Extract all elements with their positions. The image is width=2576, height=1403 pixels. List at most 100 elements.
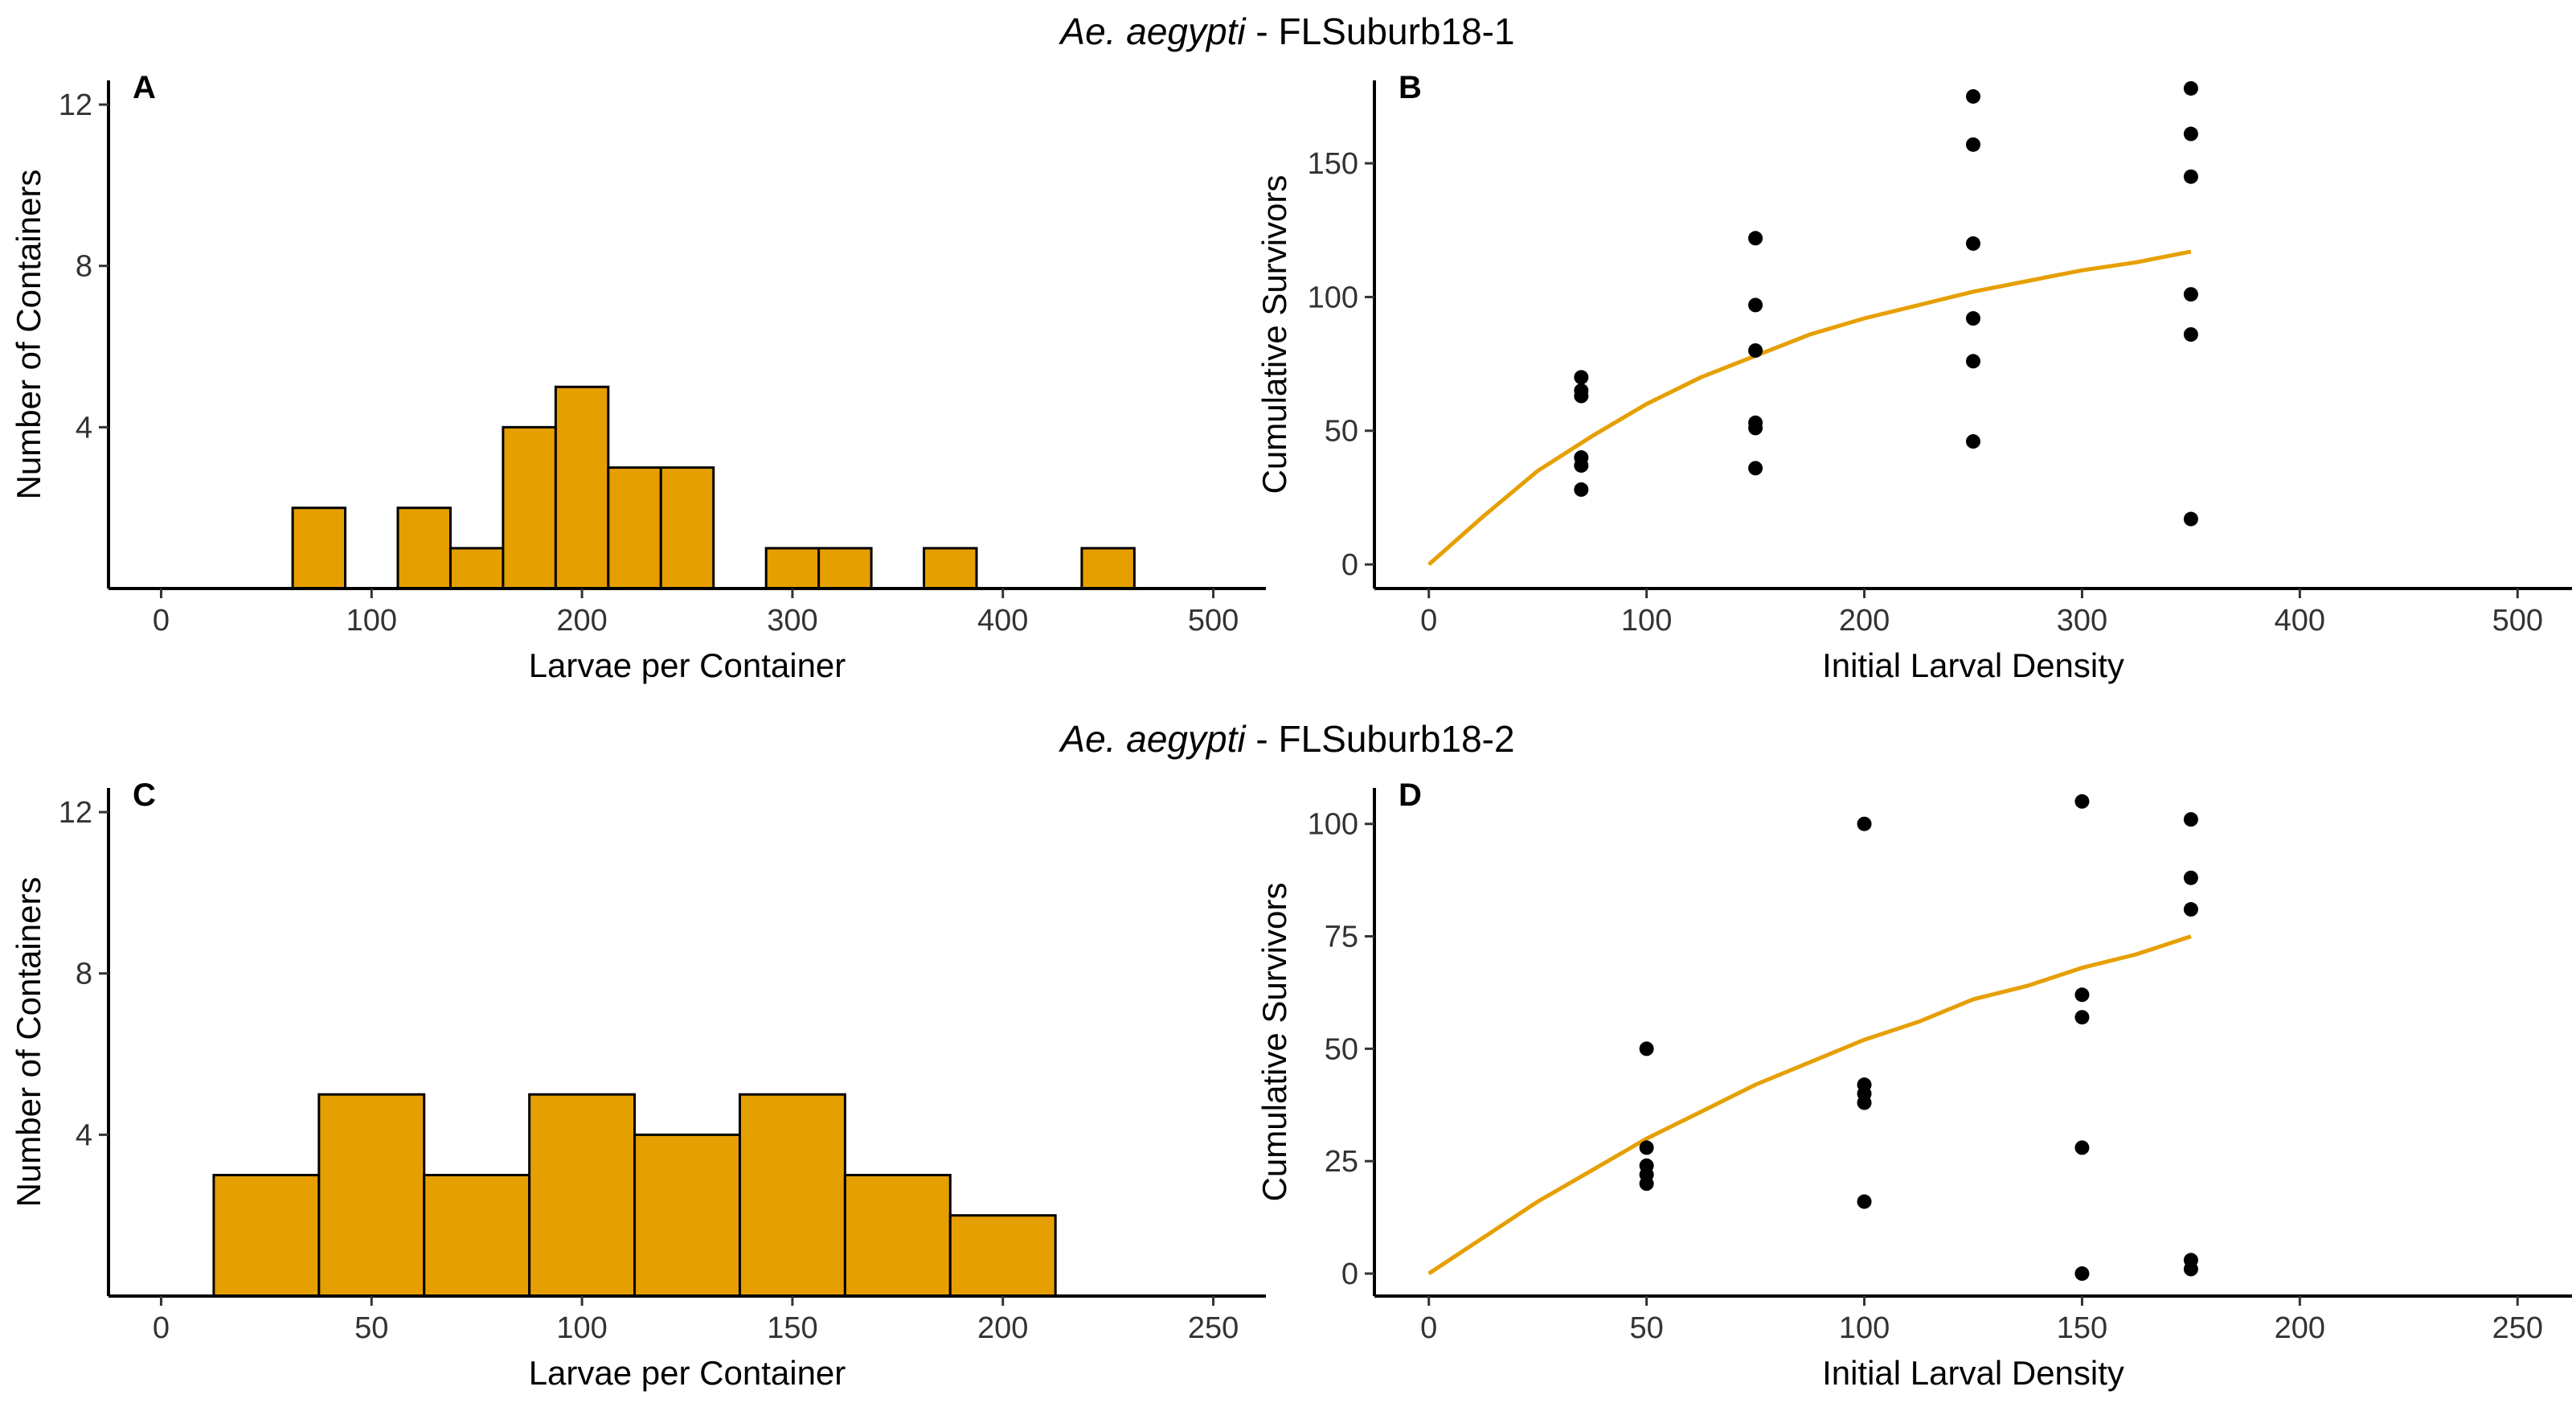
bar-a-1 [396,507,452,590]
point-b-13 [1966,137,1980,152]
point-b-8 [1748,343,1763,358]
point-d-16 [2183,870,2198,885]
x-tick-label-a-200: 200 [556,604,607,638]
bar-c-6 [843,1174,952,1298]
y-tick-label-a-8: 8 [76,250,92,284]
point-d-1 [1639,1140,1654,1155]
point-d-4 [1639,1176,1654,1192]
y-axis-title-b: Cumulative Survivors [1255,175,1293,494]
x-tick-label-d-200: 200 [2275,1311,2325,1345]
point-b-18 [2183,80,2198,96]
bar-c-7 [948,1214,1057,1298]
y-tick-label-c-4: 4 [76,1118,92,1152]
x-tick-label-b-500: 500 [2492,604,2543,638]
bar-a-0 [291,507,347,590]
y-tick-label-d-25: 25 [1325,1145,1358,1179]
point-b-17 [1966,434,1980,449]
x-tick-label-d-250: 250 [2492,1311,2543,1345]
x-tick-label-b-100: 100 [1621,604,1672,638]
bar-a-10 [1080,547,1136,590]
bar-a-2 [448,547,505,590]
bar-c-5 [738,1093,846,1298]
x-tick-label-c-50: 50 [354,1311,388,1345]
bar-a-6 [659,466,715,590]
x-tick-label-b-200: 200 [1839,604,1890,638]
x-tick-label-a-100: 100 [346,604,397,638]
point-d-8 [1857,1095,1872,1110]
bar-a-7 [764,547,821,590]
panel-label-a: A [133,70,156,105]
x-tick-label-d-0: 0 [1420,1311,1437,1345]
row-title-2: Ae. aegypti - FLSuburb18-2 [1058,718,1514,760]
bar-c-0 [212,1174,321,1298]
y-tick-label-c-12: 12 [59,796,92,830]
y-axis-title-c: Number of Containers [10,877,47,1208]
x-axis-title-b: Initial Larval Density [1822,646,2124,684]
panel-label-d: D [1399,777,1422,813]
x-tick-label-b-300: 300 [2057,604,2107,638]
row-title-1: Ae. aegypti - FLSuburb18-1 [1058,10,1514,52]
point-b-12 [1966,88,1980,104]
point-b-22 [2183,327,2198,342]
x-axis-title-c: Larvae per Container [529,1354,846,1392]
x-tick-label-d-50: 50 [1629,1311,1663,1345]
bar-c-1 [317,1093,426,1298]
bar-c-3 [528,1093,637,1298]
point-d-17 [2183,902,2198,917]
point-b-16 [1966,354,1980,369]
point-d-12 [2074,1010,2090,1025]
panel-b-scatter: 0 100 200 300 400 500 0 50 100 150 Initial Larval … [1255,70,2572,684]
y-axis-title-d: Cumulative Survivors [1255,883,1293,1202]
point-d-11 [2074,987,2090,1003]
y-tick-label-d-50: 50 [1325,1032,1358,1066]
y-tick-label-a-12: 12 [59,88,92,122]
point-b-0 [1574,370,1589,385]
y-tick-label-d-0: 0 [1341,1257,1358,1291]
y-tick-label-b-0: 0 [1341,548,1358,582]
point-b-20 [2183,169,2198,184]
point-b-14 [1966,236,1980,251]
point-d-0 [1639,1041,1654,1056]
y-tick-label-a-4: 4 [76,411,92,445]
point-b-23 [2183,511,2198,527]
bar-a-5 [607,466,662,590]
x-tick-label-c-250: 250 [1188,1311,1239,1345]
fit-line-d [1427,934,2192,1276]
point-b-11 [1748,461,1763,476]
x-tick-label-c-150: 150 [767,1311,817,1345]
x-axis-title-d: Initial Larval Density [1822,1354,2124,1392]
point-b-21 [2183,287,2198,302]
y-tick-label-b-100: 100 [1308,281,1358,314]
x-axis-title-a: Larvae per Container [529,646,846,684]
x-tick-label-a-300: 300 [767,604,817,638]
point-d-13 [2074,1140,2090,1155]
panel-c-histogram: 0 50 100 150 200 250 4 8 12 Larvae per Container N… [10,777,1266,1392]
y-tick-label-d-100: 100 [1308,808,1358,842]
x-tick-label-d-100: 100 [1839,1311,1890,1345]
point-d-9 [1857,1194,1872,1209]
point-d-10 [2074,794,2090,809]
y-tick-label-d-75: 75 [1325,921,1358,954]
fit-line-b [1427,249,2192,566]
bar-a-3 [502,425,557,590]
panel-label-c: C [133,777,156,813]
point-d-19 [2183,1261,2198,1277]
point-b-2 [1574,388,1589,404]
point-b-19 [2183,126,2198,142]
y-tick-label-b-50: 50 [1325,415,1358,449]
point-d-5 [1857,816,1872,831]
x-tick-label-a-400: 400 [977,604,1028,638]
x-tick-label-a-500: 500 [1188,604,1239,638]
x-tick-label-a-0: 0 [153,604,170,638]
x-tick-label-c-100: 100 [556,1311,607,1345]
x-tick-label-c-200: 200 [977,1311,1028,1345]
panel-a-histogram: 0 100 200 300 400 500 4 8 12 Larvae per Container… [10,70,1266,684]
bar-a-9 [923,547,978,590]
panel-d-scatter: 0 50 100 150 200 250 0 25 50 75 100 Initial Larval … [1255,777,2572,1392]
x-tick-label-b-0: 0 [1420,604,1437,638]
x-tick-label-c-0: 0 [153,1311,170,1345]
bar-c-4 [633,1133,741,1298]
bar-c-2 [423,1174,531,1298]
point-b-10 [1748,420,1763,436]
